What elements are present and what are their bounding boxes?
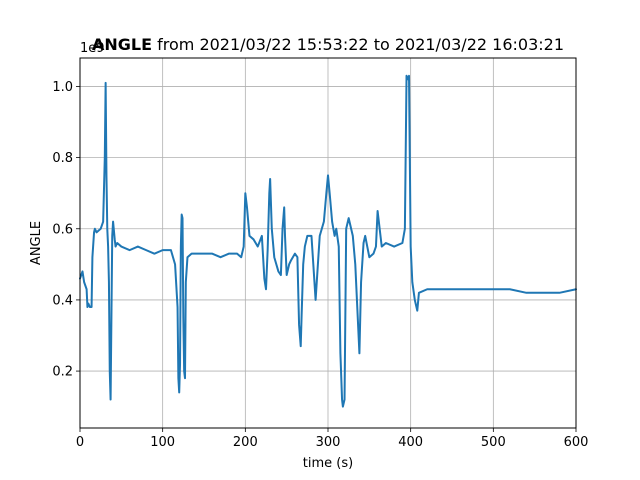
y-axis-label: ANGLE (29, 221, 44, 265)
x-tick-label: 200 (233, 435, 258, 450)
x-axis-label: time (s) (303, 456, 353, 471)
y-tick-label: 0.6 (52, 222, 73, 237)
series-layer (79, 74, 577, 408)
y-tick-label: 1.0 (52, 80, 73, 95)
x-tick-label: 500 (481, 435, 506, 450)
chart-title-rest: from 2021/03/22 15:53:22 to 2021/03/22 1… (152, 35, 564, 54)
x-tick-label: 400 (398, 435, 423, 450)
ticks: 0 100 200 300 400 500 600 0.2 0.4 0.6 0.8 1.0 (52, 80, 588, 450)
chart-title-bold: ANGLE (92, 35, 152, 54)
y-tick-label: 0.2 (52, 365, 73, 380)
x-tick-label: 300 (316, 435, 341, 450)
series-line (79, 74, 577, 408)
chart-title: ANGLE from 2021/03/22 15:53:22 to 2021/0… (92, 35, 564, 54)
y-tick-label: 0.8 (52, 151, 73, 166)
y-tick-label: 0.4 (52, 293, 73, 308)
x-tick-label: 600 (564, 435, 589, 450)
x-tick-label: 0 (76, 435, 84, 450)
x-tick-label: 100 (150, 435, 175, 450)
y-offset-text: 1e9 (80, 41, 105, 56)
